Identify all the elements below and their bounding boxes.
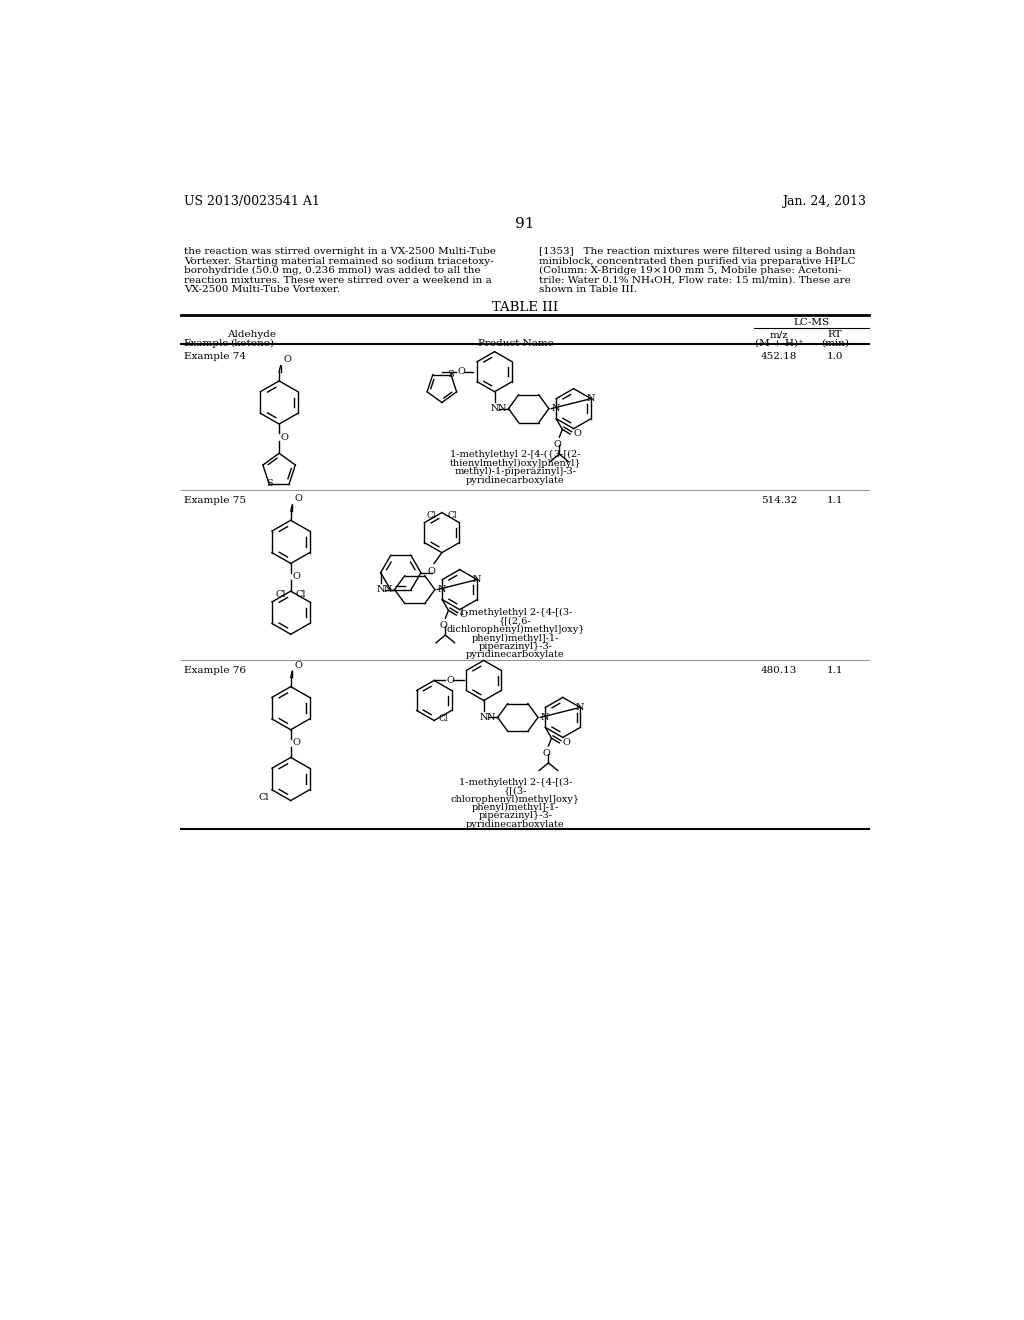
Text: piperazinyl}-3-: piperazinyl}-3- [478,812,553,820]
Text: pyridinecarboxylate: pyridinecarboxylate [466,820,565,829]
Text: N: N [498,404,506,413]
Text: N: N [479,713,488,722]
Text: N: N [377,585,385,594]
Text: O: O [295,661,302,669]
Text: N: N [587,395,595,403]
Text: N: N [575,704,585,711]
Text: 1.1: 1.1 [826,496,843,506]
Text: N: N [490,404,499,413]
Text: Example 74: Example 74 [183,352,246,362]
Text: O: O [543,748,551,758]
Text: trile: Water 0.1% NH₄OH, Flow rate: 15 ml/min). These are: trile: Water 0.1% NH₄OH, Flow rate: 15 m… [539,276,851,285]
Text: reaction mixtures. These were stirred over a weekend in a: reaction mixtures. These were stirred ov… [183,276,492,285]
Text: 452.18: 452.18 [761,352,798,362]
Text: TABLE III: TABLE III [492,301,558,314]
Text: [1353]   The reaction mixtures were filtered using a Bohdan: [1353] The reaction mixtures were filter… [539,247,855,256]
Text: N: N [473,576,481,583]
Text: 514.32: 514.32 [761,496,798,506]
Text: O: O [440,622,447,630]
Text: thienylmethyl)oxy]phenyl}: thienylmethyl)oxy]phenyl} [450,459,582,467]
Text: O: O [562,738,570,747]
Text: N: N [437,585,445,594]
Text: US 2013/0023541 A1: US 2013/0023541 A1 [183,195,319,209]
Text: S: S [447,370,455,379]
Text: m/z: m/z [770,330,788,339]
Text: N: N [551,404,560,413]
Text: N: N [384,585,392,594]
Text: (Column: X-Bridge 19×100 mm 5, Mobile phase: Acetoni-: (Column: X-Bridge 19×100 mm 5, Mobile ph… [539,267,842,276]
Text: Cl: Cl [296,590,306,599]
Text: VX-2500 Multi-Tube Vortexer.: VX-2500 Multi-Tube Vortexer. [183,285,340,294]
Text: {[(3-: {[(3- [504,785,527,795]
Text: Product Name: Product Name [477,339,553,347]
Text: Aldehyde: Aldehyde [227,330,276,339]
Text: chlorophenyl)methyl]oxy}: chlorophenyl)methyl]oxy} [451,795,580,804]
Text: O: O [295,495,302,503]
Text: Example: Example [183,339,229,347]
Text: O: O [458,367,465,376]
Text: 1-methylethyl 2-{4-[(3-: 1-methylethyl 2-{4-[(3- [459,609,572,618]
Text: O: O [292,572,300,581]
Text: piperazinyl}-3-: piperazinyl}-3- [478,642,553,651]
Text: dichlorophenyl)methyl]oxy}: dichlorophenyl)methyl]oxy} [446,626,585,634]
Text: S: S [266,479,272,488]
Text: phenyl)methyl]-1-: phenyl)methyl]-1- [472,634,559,643]
Text: O: O [460,610,467,619]
Text: 1-methylethyl 2-{4-[(3-: 1-methylethyl 2-{4-[(3- [459,777,572,787]
Text: LC-MS: LC-MS [794,318,829,327]
Text: phenyl)methyl]-1-: phenyl)methyl]-1- [472,803,559,812]
Text: pyridinecarboxylate: pyridinecarboxylate [466,651,565,660]
Text: O: O [281,433,289,442]
Text: O: O [573,429,581,438]
Text: Cl: Cl [439,714,449,722]
Text: the reaction was stirred overnight in a VX-2500 Multi-Tube: the reaction was stirred overnight in a … [183,247,496,256]
Text: Jan. 24, 2013: Jan. 24, 2013 [781,195,866,209]
Text: Cl: Cl [258,793,269,801]
Text: O: O [554,441,561,449]
Text: methyl)-1-piperazinyl]-3-: methyl)-1-piperazinyl]-3- [455,467,577,477]
Text: N: N [486,713,496,722]
Text: 1.1: 1.1 [826,665,843,675]
Text: Cl: Cl [427,511,436,520]
Text: Cl: Cl [275,590,286,599]
Text: (min): (min) [821,339,849,347]
Text: 1.0: 1.0 [826,352,843,362]
Text: Example 75: Example 75 [183,496,246,506]
Text: borohydride (50.0 mg, 0.236 mmol) was added to all the: borohydride (50.0 mg, 0.236 mmol) was ad… [183,267,480,276]
Text: O: O [283,355,291,364]
Text: 480.13: 480.13 [761,665,798,675]
Text: miniblock, concentrated then purified via preparative HPLC: miniblock, concentrated then purified vi… [539,256,855,265]
Text: Vortexer. Starting material remained so sodium triacetoxy-: Vortexer. Starting material remained so … [183,256,494,265]
Text: 1-methylethyl 2-[4-({3-[(2-: 1-methylethyl 2-[4-({3-[(2- [451,450,581,459]
Text: shown in Table III.: shown in Table III. [539,285,637,294]
Text: (ketone): (ketone) [230,339,274,347]
Text: N: N [541,713,549,722]
Text: {[(2,6-: {[(2,6- [499,616,531,626]
Text: O: O [446,676,455,685]
Text: Cl: Cl [447,511,457,520]
Text: O: O [292,738,300,747]
Text: Example 76: Example 76 [183,665,246,675]
Text: RT: RT [827,330,842,339]
Text: pyridinecarboxylate: pyridinecarboxylate [466,475,565,484]
Text: O: O [428,566,436,576]
Text: (M + H)⁺: (M + H)⁺ [755,339,803,347]
Text: 91: 91 [515,216,535,231]
